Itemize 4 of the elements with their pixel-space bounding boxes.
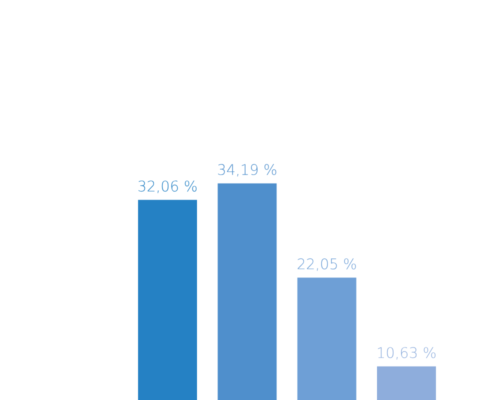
data-label: 34,19 % [218, 164, 276, 177]
data-label: 32,06 % [138, 180, 197, 194]
data-label: 10,63 % [378, 347, 436, 360]
data-label: 22,05 % [298, 258, 356, 271]
